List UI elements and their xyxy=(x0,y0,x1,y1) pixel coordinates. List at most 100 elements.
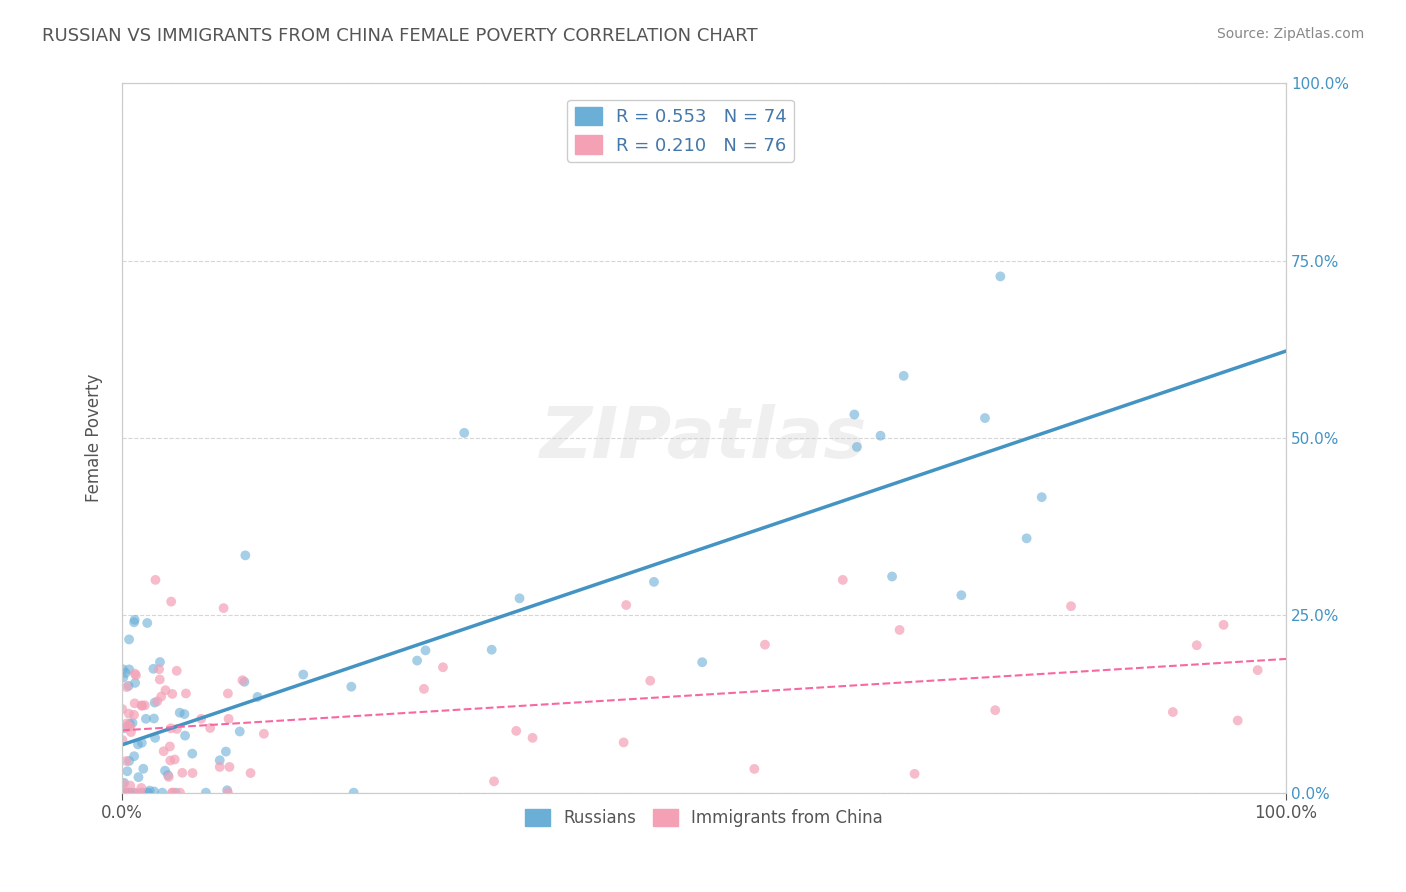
Point xyxy=(166,722,188,736)
Point xyxy=(217,686,239,700)
Point xyxy=(159,739,181,754)
Point xyxy=(145,573,167,587)
Point xyxy=(844,408,866,422)
Point xyxy=(115,786,138,800)
Point xyxy=(143,696,166,710)
Point xyxy=(217,783,239,797)
Point xyxy=(129,786,152,800)
Point xyxy=(136,786,159,800)
Point xyxy=(131,736,153,750)
Point xyxy=(1226,714,1249,728)
Point xyxy=(212,601,235,615)
Point xyxy=(1212,617,1234,632)
Point xyxy=(124,676,146,690)
Point xyxy=(117,719,139,733)
Point xyxy=(120,720,142,734)
Point xyxy=(124,696,146,710)
Point xyxy=(831,573,853,587)
Point xyxy=(984,703,1007,717)
Legend: Russians, Immigrants from China: Russians, Immigrants from China xyxy=(519,803,890,834)
Point xyxy=(174,686,197,700)
Point xyxy=(115,680,138,694)
Point xyxy=(120,779,142,793)
Point xyxy=(233,549,256,563)
Point xyxy=(160,786,183,800)
Point xyxy=(142,662,165,676)
Point xyxy=(136,615,159,630)
Point xyxy=(406,654,429,668)
Point xyxy=(169,706,191,720)
Point xyxy=(121,715,143,730)
Point xyxy=(974,411,997,425)
Point xyxy=(152,744,174,758)
Point xyxy=(217,786,239,800)
Point xyxy=(432,660,454,674)
Point xyxy=(413,681,436,696)
Point xyxy=(146,694,169,708)
Point xyxy=(115,754,138,768)
Point xyxy=(160,594,183,608)
Point xyxy=(111,702,134,716)
Point xyxy=(136,786,159,800)
Point xyxy=(218,760,240,774)
Point xyxy=(135,712,157,726)
Point xyxy=(950,588,973,602)
Point xyxy=(117,786,139,800)
Point xyxy=(505,723,527,738)
Point xyxy=(1185,638,1208,652)
Point xyxy=(149,673,172,687)
Point xyxy=(132,762,155,776)
Point xyxy=(903,767,925,781)
Point xyxy=(155,683,177,698)
Point xyxy=(246,690,269,704)
Point xyxy=(482,774,505,789)
Point xyxy=(118,706,141,721)
Point xyxy=(148,662,170,676)
Point xyxy=(118,716,141,731)
Point xyxy=(754,638,776,652)
Point xyxy=(111,733,134,747)
Point xyxy=(127,738,149,752)
Point xyxy=(125,668,148,682)
Point xyxy=(292,667,315,681)
Point xyxy=(153,764,176,778)
Point xyxy=(690,655,713,669)
Point xyxy=(1247,663,1270,677)
Text: Source: ZipAtlas.com: Source: ZipAtlas.com xyxy=(1216,27,1364,41)
Point xyxy=(122,615,145,630)
Point xyxy=(181,766,204,780)
Point xyxy=(893,368,915,383)
Point xyxy=(181,747,204,761)
Point xyxy=(142,712,165,726)
Point xyxy=(118,632,141,647)
Point xyxy=(1015,532,1038,546)
Point xyxy=(190,712,212,726)
Point xyxy=(889,623,911,637)
Point xyxy=(112,721,135,735)
Point xyxy=(120,786,142,800)
Point xyxy=(453,425,475,440)
Point xyxy=(112,776,135,790)
Text: ZIPatlas: ZIPatlas xyxy=(540,403,868,473)
Point xyxy=(169,786,191,800)
Point xyxy=(112,671,135,685)
Point xyxy=(198,721,221,735)
Point xyxy=(231,673,253,688)
Point xyxy=(115,716,138,731)
Point xyxy=(194,786,217,800)
Point xyxy=(208,760,231,774)
Point xyxy=(643,574,665,589)
Point xyxy=(138,783,160,797)
Point xyxy=(218,712,240,726)
Point xyxy=(149,655,172,669)
Point xyxy=(150,690,173,704)
Point xyxy=(117,679,139,693)
Point xyxy=(869,428,891,442)
Point xyxy=(1060,599,1083,614)
Point xyxy=(415,643,437,657)
Point xyxy=(229,724,252,739)
Point xyxy=(163,752,186,766)
Point xyxy=(159,754,181,768)
Point xyxy=(165,786,187,800)
Point xyxy=(880,569,903,583)
